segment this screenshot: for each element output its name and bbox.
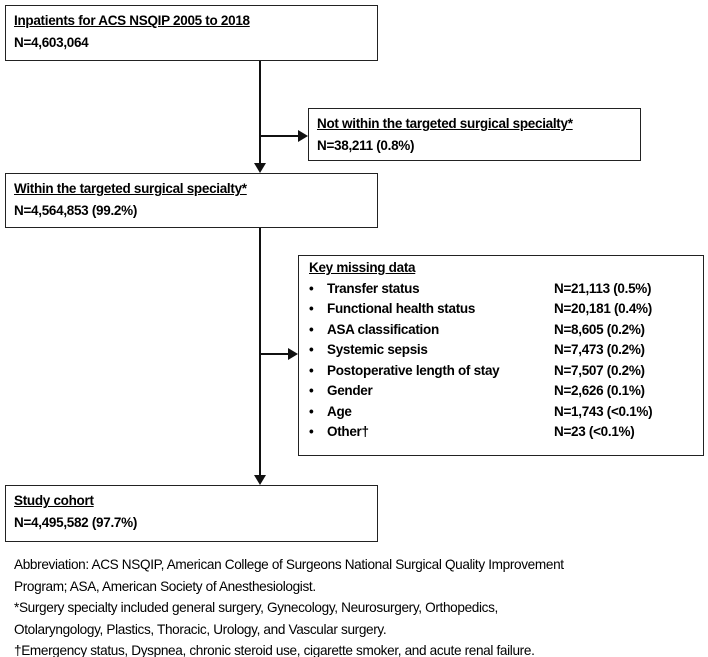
box-study-cohort: Study cohort N=4,495,582 (97.7%) bbox=[5, 485, 378, 542]
box-initial: Inpatients for ACS NSQIP 2005 to 2018 N=… bbox=[5, 5, 378, 61]
missing-item: • Transfer status N=21,113 (0.5%) bbox=[309, 279, 693, 300]
footnote-line: †Emergency status, Dyspnea, chronic ster… bbox=[14, 643, 535, 657]
box-title: Study cohort bbox=[14, 493, 94, 508]
box-title: Inpatients for ACS NSQIP 2005 to 2018 bbox=[14, 13, 250, 28]
connector-main-1 bbox=[259, 61, 261, 164]
bullet: • bbox=[309, 362, 314, 378]
missing-item-value: N=1,743 (<0.1%) bbox=[554, 403, 653, 419]
bullet: • bbox=[309, 301, 314, 316]
connector-exclude bbox=[260, 135, 300, 137]
box-count: N=4,495,582 (97.7%) bbox=[14, 515, 138, 530]
missing-item: • Postoperative length of stay N=7,507 (0.… bbox=[309, 361, 693, 382]
missing-item-value: N=21,113 (0.5%) bbox=[554, 280, 652, 296]
missing-item: • Gender N=2,626 (0.1%) bbox=[309, 381, 693, 402]
missing-item-label: Functional health status bbox=[327, 301, 476, 316]
bullet: • bbox=[309, 321, 314, 337]
missing-item-value: N=8,605 (0.2%) bbox=[554, 321, 645, 337]
arrow-to-missing bbox=[288, 348, 298, 360]
box-count: N=4,564,853 (99.2%) bbox=[14, 203, 138, 218]
bullet: • bbox=[309, 342, 314, 357]
missing-item-label: ASA classification bbox=[327, 321, 439, 337]
footnotes: Abbreviation: ACS NSQIP, American Colleg… bbox=[14, 554, 704, 657]
bullet: • bbox=[309, 383, 314, 398]
missing-list: • Transfer status N=21,113 (0.5%) • Function… bbox=[309, 279, 693, 443]
box-excluded-specialty: Not within the targeted surgical special… bbox=[308, 108, 641, 161]
bullet: • bbox=[309, 403, 314, 419]
missing-item: • Systemic sepsis N=7,473 (0.2%) bbox=[309, 340, 693, 361]
arrow-to-excluded bbox=[298, 130, 308, 142]
missing-item-label: Systemic sepsis bbox=[327, 342, 428, 357]
missing-item: • Age N=1,743 (<0.1%) bbox=[309, 402, 693, 423]
box-title: Key missing data bbox=[309, 260, 416, 275]
missing-item-label: Transfer status bbox=[327, 280, 420, 296]
missing-item-label: Other† bbox=[327, 424, 369, 439]
missing-item: • Functional health status N=20,181 (0.4%) bbox=[309, 299, 693, 320]
missing-item-label: Gender bbox=[327, 383, 373, 398]
missing-item-value: N=7,507 (0.2%) bbox=[554, 362, 645, 378]
missing-item-value: N=23 (<0.1%) bbox=[554, 424, 635, 439]
arrow-to-within bbox=[254, 163, 266, 173]
box-count: N=4,603,064 bbox=[14, 35, 89, 50]
footnote-line: Program; ASA, American Society of Anesth… bbox=[14, 578, 316, 594]
missing-item: • ASA classification N=8,605 (0.2%) bbox=[309, 320, 693, 341]
footnote-line: Abbreviation: ACS NSQIP, American Colleg… bbox=[14, 557, 564, 572]
box-title: Not within the targeted surgical special… bbox=[317, 116, 573, 131]
footnote-line: Otolaryngology, Plastics, Thoracic, Urol… bbox=[14, 621, 387, 637]
box-count: N=38,211 (0.8%) bbox=[317, 138, 415, 153]
connector-missing bbox=[260, 353, 290, 355]
connector-main-2 bbox=[259, 228, 261, 476]
missing-item-label: Postoperative length of stay bbox=[327, 362, 500, 378]
box-title: Within the targeted surgical specialty* bbox=[14, 181, 247, 196]
bullet: • bbox=[309, 424, 314, 439]
bullet: • bbox=[309, 280, 314, 296]
missing-item-value: N=20,181 (0.4%) bbox=[554, 301, 652, 316]
missing-item-value: N=2,626 (0.1%) bbox=[554, 383, 645, 398]
box-within-specialty: Within the targeted surgical specialty* … bbox=[5, 173, 378, 228]
box-missing-data: Key missing data • Transfer status N=21,11… bbox=[298, 255, 704, 456]
missing-item-label: Age bbox=[327, 403, 352, 419]
arrow-to-cohort bbox=[254, 475, 266, 485]
missing-item: • Other† N=23 (<0.1%) bbox=[309, 422, 693, 443]
missing-item-value: N=7,473 (0.2%) bbox=[554, 342, 645, 357]
footnote-line: *Surgery specialty included general surg… bbox=[14, 600, 498, 615]
